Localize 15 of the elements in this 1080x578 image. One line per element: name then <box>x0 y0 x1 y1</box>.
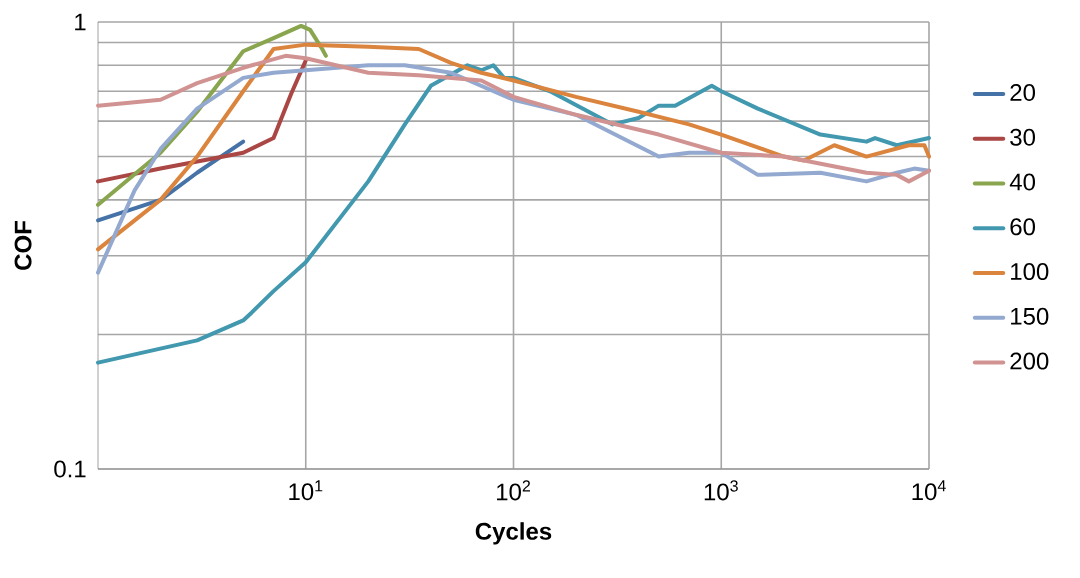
legend-label: 30 <box>1010 128 1036 146</box>
x-tick-label: 10$^{4}$ <box>912 480 946 501</box>
legend-label: 200 <box>1010 352 1049 370</box>
y-tick-label: 1 <box>75 13 86 31</box>
y-axis-title: COF <box>14 221 32 270</box>
x-tick-label: 10$^{1}$ <box>289 480 323 501</box>
x-axis-title: Cycles <box>475 522 552 545</box>
legend-label: 100 <box>1011 263 1049 281</box>
legend-label: 150 <box>1011 307 1049 325</box>
legend-label: 40 <box>1009 173 1036 191</box>
legend-label: 20 <box>1010 84 1036 102</box>
x-tick-label: 10$^{2}$ <box>497 480 530 501</box>
y-tick-label: 0.1 <box>54 460 86 478</box>
legend-label: 60 <box>1010 218 1036 236</box>
x-tick-label: 10$^{3}$ <box>704 480 738 501</box>
